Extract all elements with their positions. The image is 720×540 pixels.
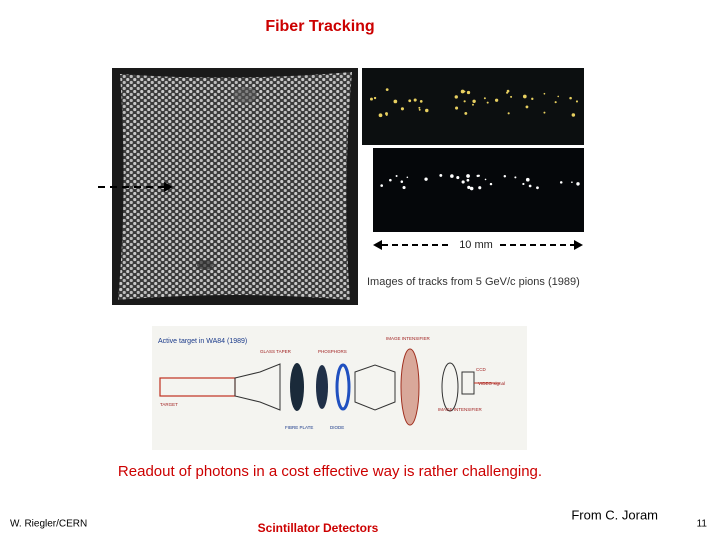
track-hit [380,184,383,187]
track-hit [385,113,388,116]
track-hit [413,98,417,102]
track-hit [463,100,466,103]
track-hit [557,95,560,98]
track-image-1 [362,68,584,145]
page-number: 11 [697,519,708,530]
track-hit [472,103,474,106]
track-hit [559,181,563,184]
track-hit [389,178,392,182]
track-hit [507,112,510,115]
track-hit [506,91,509,94]
diagram-title: Active target in WA84 (1989) [158,338,247,345]
track-hit [395,174,398,177]
track-hit [476,174,479,178]
footer-author: W. Riegler/CERN [10,519,87,530]
track-hit [571,181,573,184]
diagram-label: CCD [476,367,486,372]
track-hit [489,182,493,186]
track-hit [393,99,398,104]
track-hit [408,99,412,103]
track-hit [419,100,423,103]
scale-bar [373,240,583,250]
track-hit [450,174,454,178]
track-hits [370,88,580,191]
track-hit [425,108,429,113]
track-hit [461,180,465,184]
diagram-label: TARGET [160,402,178,407]
track-hit [424,177,428,181]
track-hit [406,176,409,179]
body-caption: Readout of photons in a cost effective w… [118,463,542,480]
diagram-label: VIDEO signal [478,381,505,386]
track-hit [577,183,580,186]
slide-title: Fiber Tracking [265,18,374,35]
fiber-bundle-image [112,68,358,305]
track-hit [494,98,499,102]
track-hit [402,186,406,190]
track-hit [569,96,572,100]
track-hit [510,95,513,98]
track-hit [543,111,546,114]
track-hit [536,186,539,190]
track-hit [531,97,534,101]
track-hit [514,176,517,179]
track-hit [456,176,460,180]
track-hit [439,173,443,177]
footer-course: Scintillator Detectors [258,521,379,535]
track-hit [454,95,458,99]
track-hit [373,96,377,100]
track-hit [525,177,530,182]
scale-label: 10 mm [459,239,493,251]
track-hit [400,107,405,111]
track-hit [400,180,404,183]
track-hit [378,113,383,118]
track-hit [554,101,557,104]
track-hit [522,182,525,186]
track-hit [466,178,470,182]
track-hit [472,99,476,104]
diagram-label: DIODE [330,425,344,430]
track-hit [467,185,471,189]
track-hit [385,88,389,91]
track-hit [486,101,489,104]
tracks-caption: Images of tracks from 5 GeV/c pions (198… [367,276,580,288]
track-hit [466,90,471,95]
diagram-label: IMAGE INTENSIFIER [386,336,431,341]
beam-arrow [98,182,173,192]
track-hit [466,174,470,178]
track-hit [528,184,532,188]
track-hit [464,111,468,115]
track-hit [484,178,487,181]
track-hit [525,105,529,109]
track-hit [469,186,474,191]
wa84-diagram [152,326,527,450]
diagram-label: FIBRE PLATE [285,425,313,430]
track-hit [575,100,579,103]
diagram-label: PHOSPHORS [318,349,347,354]
diagram-label: IMAGE INTENSIFIER [438,407,483,412]
track-hit [370,97,373,101]
track-hit [418,108,421,111]
track-hit [455,106,459,110]
track-hit [522,94,527,99]
track-hit [483,97,486,100]
track-hit [478,186,482,190]
track-hit [571,113,576,117]
track-hit [503,174,507,178]
track-hit [543,92,546,95]
footer-credit: From C. Joram [571,507,658,522]
track-hit [460,89,465,94]
track-image-2 [373,148,584,232]
track-hit [418,106,421,109]
diagram-label: GLASS TAPER [260,349,292,354]
